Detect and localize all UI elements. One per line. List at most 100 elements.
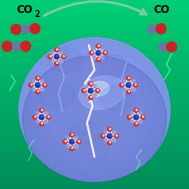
Polygon shape <box>52 52 62 62</box>
Circle shape <box>136 123 137 124</box>
Circle shape <box>51 51 54 54</box>
Circle shape <box>57 55 58 57</box>
Bar <box>0 164 189 170</box>
Circle shape <box>61 55 66 59</box>
Circle shape <box>91 96 92 98</box>
Circle shape <box>21 41 31 51</box>
Circle shape <box>143 116 144 117</box>
Circle shape <box>70 139 74 144</box>
Circle shape <box>42 123 43 124</box>
Circle shape <box>77 140 81 144</box>
Text: CO: CO <box>16 5 33 15</box>
Circle shape <box>122 84 123 85</box>
Bar <box>0 151 189 157</box>
Polygon shape <box>33 80 43 90</box>
Bar <box>0 76 189 82</box>
Circle shape <box>36 76 40 80</box>
Circle shape <box>44 84 46 85</box>
Bar <box>0 6 189 13</box>
Circle shape <box>45 112 47 114</box>
Circle shape <box>2 41 12 51</box>
Bar <box>0 113 189 120</box>
Circle shape <box>89 82 93 86</box>
Circle shape <box>135 84 136 85</box>
Polygon shape <box>86 86 96 96</box>
Circle shape <box>72 147 73 149</box>
Circle shape <box>129 116 131 117</box>
Circle shape <box>97 90 98 91</box>
Circle shape <box>36 83 40 87</box>
Ellipse shape <box>19 38 170 181</box>
Circle shape <box>75 145 77 147</box>
Circle shape <box>55 61 59 66</box>
Circle shape <box>55 48 59 52</box>
Circle shape <box>116 135 117 136</box>
Polygon shape <box>124 80 133 90</box>
Circle shape <box>41 88 43 91</box>
Circle shape <box>136 116 138 117</box>
Bar <box>0 82 189 88</box>
Bar <box>0 32 189 38</box>
Circle shape <box>35 116 36 117</box>
Circle shape <box>141 115 145 119</box>
Bar <box>0 50 189 57</box>
Bar <box>0 170 189 176</box>
Circle shape <box>88 88 93 93</box>
Ellipse shape <box>81 141 108 161</box>
Circle shape <box>126 90 131 94</box>
Circle shape <box>72 134 73 135</box>
Circle shape <box>148 25 156 33</box>
Circle shape <box>30 24 40 34</box>
Bar <box>0 107 189 113</box>
Circle shape <box>108 127 112 131</box>
Circle shape <box>136 109 137 111</box>
Circle shape <box>91 89 92 91</box>
Circle shape <box>72 140 73 142</box>
Circle shape <box>98 51 100 53</box>
Circle shape <box>54 54 59 59</box>
Ellipse shape <box>100 86 134 111</box>
Circle shape <box>103 51 107 55</box>
Circle shape <box>33 115 37 119</box>
Polygon shape <box>131 112 141 122</box>
Bar <box>0 0 189 6</box>
Circle shape <box>85 85 88 88</box>
Circle shape <box>46 115 50 119</box>
Circle shape <box>139 112 142 114</box>
Bar <box>0 157 189 164</box>
Circle shape <box>63 140 67 144</box>
Circle shape <box>98 58 99 60</box>
Circle shape <box>11 24 21 34</box>
Circle shape <box>38 91 39 92</box>
Ellipse shape <box>49 48 83 73</box>
Circle shape <box>40 108 44 112</box>
Circle shape <box>78 141 80 142</box>
Circle shape <box>91 83 92 84</box>
Circle shape <box>127 115 131 119</box>
Circle shape <box>94 85 96 88</box>
Circle shape <box>101 134 105 138</box>
Circle shape <box>114 134 119 138</box>
Bar <box>0 13 189 19</box>
Circle shape <box>38 77 39 78</box>
Bar <box>0 25 189 32</box>
Circle shape <box>167 42 177 52</box>
Circle shape <box>96 58 100 62</box>
Circle shape <box>63 56 64 57</box>
Circle shape <box>82 89 86 93</box>
Circle shape <box>130 112 133 114</box>
Ellipse shape <box>88 81 109 96</box>
Circle shape <box>60 60 62 62</box>
Circle shape <box>89 51 94 55</box>
Circle shape <box>75 136 77 139</box>
Ellipse shape <box>38 80 76 109</box>
Circle shape <box>70 133 74 137</box>
Polygon shape <box>105 131 115 141</box>
Circle shape <box>129 77 130 78</box>
Circle shape <box>94 94 96 96</box>
Circle shape <box>41 79 43 82</box>
Bar <box>0 132 189 139</box>
Circle shape <box>48 116 49 117</box>
Circle shape <box>104 139 107 142</box>
Circle shape <box>43 83 47 87</box>
